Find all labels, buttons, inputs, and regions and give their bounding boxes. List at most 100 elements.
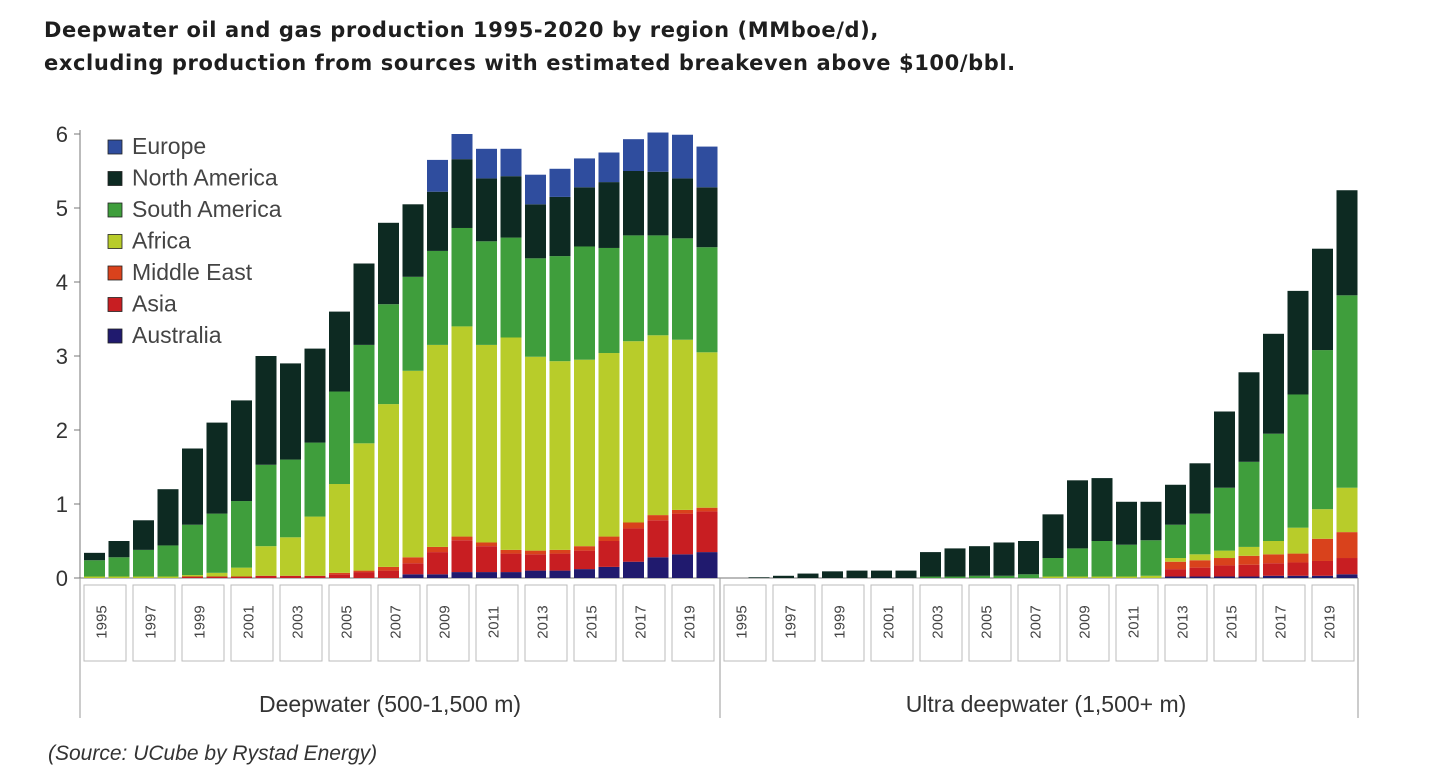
deepwater-bar-segment xyxy=(403,563,424,574)
deepwater-bar-segment xyxy=(84,553,105,560)
y-tick-label: 6 xyxy=(56,122,68,147)
ultra-deepwater-bar-segment xyxy=(1214,488,1235,551)
ultra-deepwater-x-tick-label: 2017 xyxy=(1273,605,1290,638)
legend-label: Middle East xyxy=(132,259,253,285)
deepwater-bar-segment xyxy=(305,576,326,578)
ultra-deepwater-bar-segment xyxy=(1337,574,1358,578)
deepwater-bar-segment xyxy=(427,552,448,574)
deepwater-bar-segment xyxy=(574,246,595,359)
deepwater-bar-segment xyxy=(599,567,620,578)
deepwater-bar-segment xyxy=(231,568,252,577)
deepwater-bar-segment xyxy=(452,540,473,572)
ultra-deepwater-x-tick-label: 1997 xyxy=(783,605,800,638)
ultra-deepwater-x-tick-label: 2015 xyxy=(1224,605,1241,638)
ultra-deepwater-x-tick-label: 2011 xyxy=(1126,606,1143,638)
ultra-deepwater-x-tick-label: 1999 xyxy=(832,605,849,638)
deepwater-bar-segment xyxy=(452,159,473,228)
ultra-deepwater-bar-segment xyxy=(1337,295,1358,487)
ultra-deepwater-bar-segment xyxy=(1337,488,1358,532)
deepwater-bar-segment xyxy=(158,577,179,578)
deepwater-bar-segment xyxy=(256,356,277,465)
ultra-deepwater-bar-segment xyxy=(1141,576,1162,578)
ultra-deepwater-bar-segment xyxy=(1190,560,1211,567)
deepwater-bar-segment xyxy=(525,357,546,551)
ultra-deepwater-bar-segment xyxy=(1190,568,1211,577)
deepwater-bar-segment xyxy=(231,501,252,568)
ultra-deepwater-bar-segment xyxy=(1092,577,1113,578)
legend-swatch xyxy=(108,329,122,343)
legend-swatch xyxy=(108,266,122,280)
ultra-deepwater-bar-segment xyxy=(773,576,794,578)
ultra-deepwater-bar-segment xyxy=(871,571,892,578)
ultra-deepwater-bar-segment xyxy=(994,542,1015,575)
deepwater-bar-segment xyxy=(305,443,326,517)
deepwater-bar-segment xyxy=(207,577,228,578)
deepwater-bar-segment xyxy=(623,528,644,561)
deepwater-bar-segment xyxy=(109,541,130,557)
deepwater-bar-segment xyxy=(476,546,497,572)
deepwater-bar-segment xyxy=(599,541,620,567)
deepwater-x-tick-label: 2005 xyxy=(339,605,356,638)
deepwater-bar-segment xyxy=(476,542,497,546)
ultra-deepwater-bar-segment xyxy=(1263,541,1284,554)
deepwater-bar-segment xyxy=(525,551,546,555)
legend-swatch xyxy=(108,235,122,249)
deepwater-x-tick-label: 2015 xyxy=(584,605,601,638)
legend-label: Africa xyxy=(132,228,191,254)
deepwater-bar-segment xyxy=(354,571,375,572)
ultra-deepwater-bar-segment xyxy=(1067,480,1088,548)
ultra-deepwater-bar-segment xyxy=(1043,514,1064,558)
deepwater-bar-segment xyxy=(672,510,693,514)
deepwater-x-tick-label: 2003 xyxy=(290,605,307,638)
deepwater-bar-segment xyxy=(133,520,154,550)
deepwater-bar-segment xyxy=(452,326,473,536)
deepwater-bar-segment xyxy=(329,392,350,485)
deepwater-bar-segment xyxy=(280,363,301,459)
ultra-deepwater-bar-segment xyxy=(1116,577,1137,578)
ultra-deepwater-bar-segment xyxy=(1092,478,1113,541)
ultra-deepwater-bar-segment xyxy=(1018,541,1039,574)
legend-label: Australia xyxy=(132,322,222,348)
deepwater-bar-segment xyxy=(329,574,350,578)
deepwater-bar-segment xyxy=(599,153,620,183)
legend-swatch xyxy=(108,172,122,186)
ultra-deepwater-bar-segment xyxy=(1214,412,1235,488)
deepwater-bar-segment xyxy=(452,572,473,578)
ultra-deepwater-bar-segment xyxy=(1312,249,1333,350)
deepwater-bar-segment xyxy=(672,135,693,179)
ultra-deepwater-bar-segment xyxy=(1337,190,1358,295)
ultra-deepwater-bar-segment xyxy=(1288,528,1309,554)
deepwater-bar-segment xyxy=(550,169,571,197)
ultra-deepwater-bar-segment xyxy=(896,571,917,578)
deepwater-bar-segment xyxy=(501,572,522,578)
ultra-deepwater-bar-segment xyxy=(1165,525,1186,558)
deepwater-bar-segment xyxy=(525,554,546,570)
deepwater-bar-segment xyxy=(133,550,154,577)
deepwater-x-tick-label: 2013 xyxy=(535,605,552,638)
ultra-deepwater-bar-segment xyxy=(945,577,966,578)
deepwater-bar-segment xyxy=(697,187,718,247)
ultra-deepwater-bar-segment xyxy=(1165,558,1186,562)
deepwater-bar-segment xyxy=(648,557,669,578)
ultra-deepwater-bar-segment xyxy=(1190,577,1211,578)
ultra-deepwater-bar-segment xyxy=(1312,576,1333,578)
deepwater-bar-segment xyxy=(672,340,693,510)
deepwater-bar-segment xyxy=(452,537,473,541)
deepwater-bar-segment xyxy=(525,175,546,205)
ultra-deepwater-bar-segment xyxy=(969,576,990,578)
deepwater-bar-segment xyxy=(256,576,277,578)
deepwater-bar-segment xyxy=(623,523,644,529)
ultra-deepwater-bar-segment xyxy=(1214,558,1235,565)
ultra-deepwater-bar-segment xyxy=(920,577,941,578)
ultra-deepwater-bar-segment xyxy=(1067,577,1088,578)
deepwater-bar-segment xyxy=(672,178,693,238)
ultra-deepwater-bar-segment xyxy=(1288,291,1309,395)
legend-label: North America xyxy=(132,165,278,191)
ultra-deepwater-bar-segment xyxy=(1141,540,1162,576)
deepwater-bar-segment xyxy=(525,204,546,258)
deepwater-bar-segment xyxy=(427,547,448,552)
deepwater-x-tick-label: 1997 xyxy=(143,605,160,638)
ultra-deepwater-bar-segment xyxy=(1288,554,1309,563)
deepwater-bar-segment xyxy=(207,423,228,514)
deepwater-x-tick-label: 2011 xyxy=(486,606,503,638)
